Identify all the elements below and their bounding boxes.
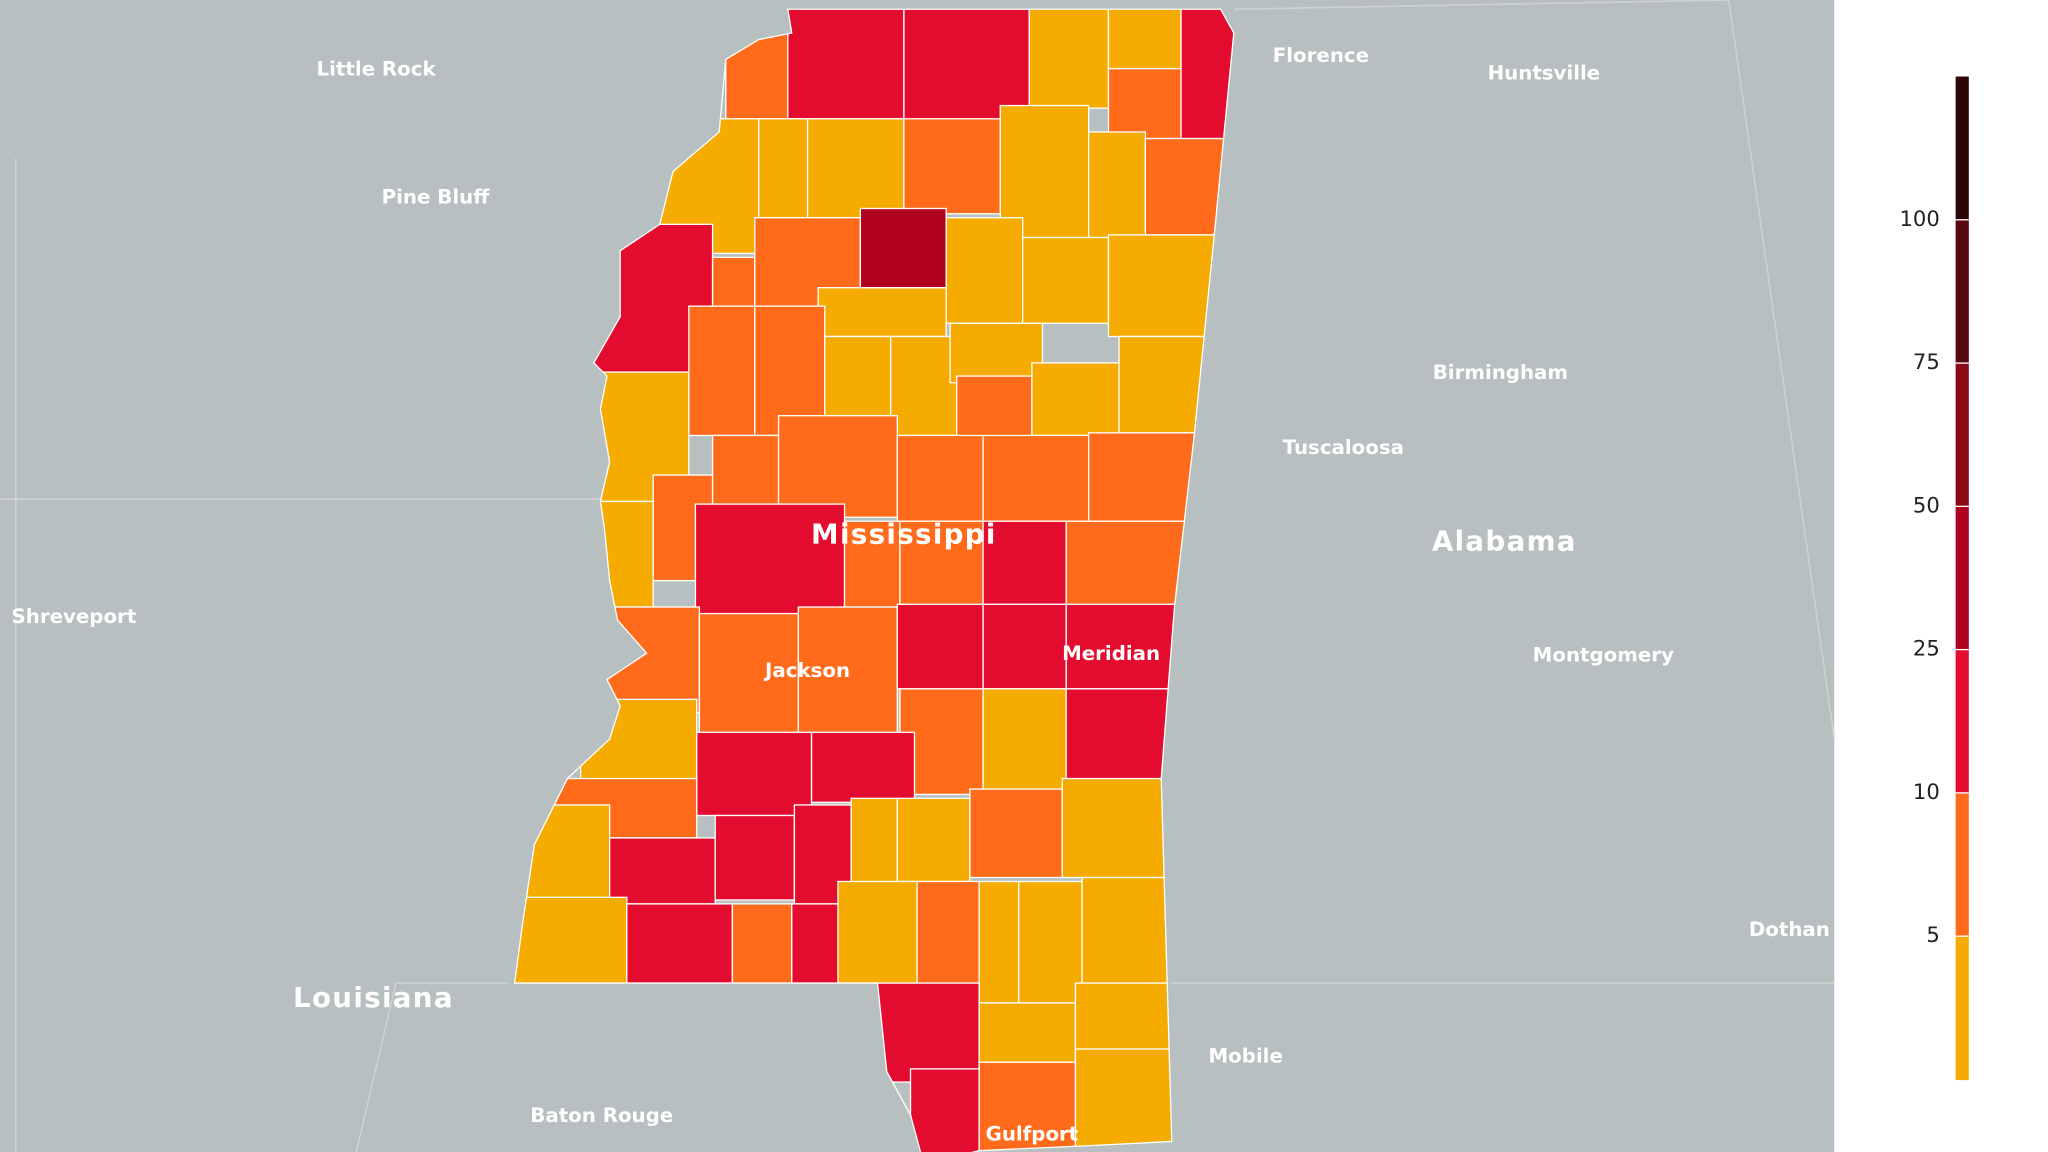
state-outline [513,8,1235,1152]
county [626,903,734,991]
city-label: Shreveport [12,605,137,628]
county [698,612,800,734]
county [797,606,898,734]
county-layer [514,9,1234,1152]
county [514,896,628,991]
county [1074,982,1182,1050]
county [1065,603,1182,690]
city-label: Tuscaloosa [1283,436,1404,459]
city-label: Florence [1273,44,1369,67]
legend-segment [1955,649,1969,794]
city-label: Dothan [1749,918,1830,941]
city-label: Meridian [1062,642,1160,665]
county [1107,9,1182,70]
county [916,880,980,984]
city-label: Pine Bluff [382,185,491,208]
color-legend: 5 10 25 50 75 100 [1899,76,1969,1081]
legend-tick-label: 100 [1899,206,1939,231]
city-label: Birmingham [1433,361,1568,384]
legend-segment [1955,936,1969,1081]
city-label: Little Rock [317,57,437,80]
county [850,797,898,885]
county [899,520,984,606]
county [1088,432,1202,522]
county [969,788,1063,879]
county [714,814,796,901]
county [1065,688,1176,782]
legend-tick-label: 75 [1913,349,1940,374]
county [806,118,905,219]
county [694,503,846,615]
county [837,880,918,984]
legend-tick-label: 25 [1913,636,1940,661]
city-label: Jackson [763,659,850,682]
city-label: Montgomery [1533,643,1674,666]
legend-segment [1955,363,1969,508]
city-label: Huntsville [1488,61,1601,84]
county [731,903,793,991]
county [1031,362,1120,437]
county [870,982,980,1083]
county [903,118,1001,215]
county [859,207,947,289]
county [896,603,984,690]
county [1074,1048,1182,1152]
county [978,1002,1077,1063]
city-label: Baton Rouge [530,1104,673,1127]
county [1144,137,1228,236]
city-label: Gulfport [986,1122,1079,1145]
county [890,335,958,437]
county [909,1068,980,1152]
legend-tick-label: 5 [1926,922,1939,947]
county [777,415,898,518]
county [1088,131,1147,239]
county [688,305,756,437]
legend-segment [1955,792,1969,937]
county [896,434,984,522]
city-label: Mobile [1208,1044,1282,1067]
county [1028,9,1110,109]
county [999,104,1090,239]
state-label: Louisiana [293,981,454,1014]
county [696,731,813,817]
county [982,520,1067,606]
county [608,837,716,905]
legend-tick-label: 50 [1913,492,1940,517]
county [1107,67,1189,140]
county [1118,335,1209,434]
county [1061,777,1176,879]
county [1107,234,1222,338]
county [978,1061,1077,1152]
county [949,322,1044,384]
county [978,880,1020,1004]
state-label: Alabama [1432,524,1577,557]
county [896,797,971,883]
state-borders [0,0,1836,1152]
county [982,603,1067,690]
county [817,287,947,338]
county [1065,520,1189,606]
county [787,9,905,120]
county [1022,236,1110,324]
state-label: Mississippi [811,518,997,551]
legend-segment [1955,76,1969,221]
county [810,731,916,803]
county [1018,880,1083,1004]
legend-segment [1955,506,1969,651]
county [982,688,1067,790]
county [945,217,1024,324]
legend-tick-label: 10 [1913,779,1940,804]
legend-segment [1955,219,1969,364]
county [982,434,1090,522]
